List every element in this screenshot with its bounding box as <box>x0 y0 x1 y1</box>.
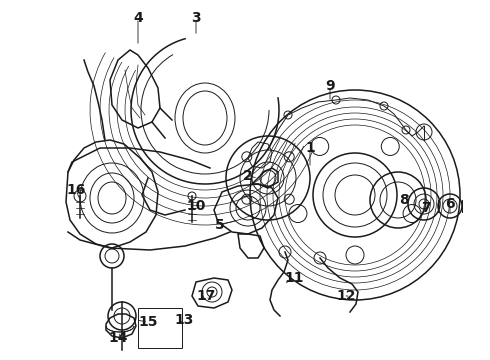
Text: 12: 12 <box>336 289 356 303</box>
Text: 4: 4 <box>133 11 143 25</box>
Text: 1: 1 <box>305 141 315 155</box>
Text: 6: 6 <box>445 197 455 211</box>
Text: 3: 3 <box>191 11 201 25</box>
Text: 17: 17 <box>196 289 216 303</box>
Text: 11: 11 <box>284 271 304 285</box>
Text: 7: 7 <box>421 201 431 215</box>
Text: 5: 5 <box>215 218 225 232</box>
Text: 16: 16 <box>66 183 86 197</box>
Text: 10: 10 <box>186 199 206 213</box>
Text: 14: 14 <box>108 331 128 345</box>
Text: 15: 15 <box>138 315 158 329</box>
Text: 2: 2 <box>243 169 253 183</box>
Text: 8: 8 <box>399 193 409 207</box>
Text: 9: 9 <box>325 79 335 93</box>
Text: 13: 13 <box>174 313 194 327</box>
